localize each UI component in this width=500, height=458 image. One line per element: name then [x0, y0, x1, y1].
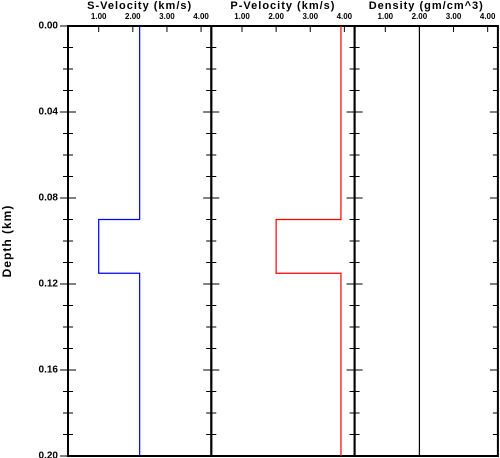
- x-tick-label: 3.00: [159, 12, 175, 21]
- y-tick-label: 0.12: [39, 279, 59, 290]
- y-tick-label: 0.04: [39, 107, 59, 118]
- x-tick-label: 3.00: [446, 12, 462, 21]
- profile-line: [275, 26, 342, 456]
- x-tick-label: 2.00: [125, 12, 141, 21]
- x-tick-label: 2.00: [268, 12, 284, 21]
- panel-title: P-Velocity (km/s): [230, 0, 335, 12]
- x-tick-label: 2.00: [412, 12, 428, 21]
- x-tick-label: 1.00: [91, 12, 107, 21]
- y-tick-label: 0.08: [39, 193, 59, 204]
- x-tick-label: 1.00: [378, 12, 394, 21]
- x-tick-label: 4.00: [480, 12, 496, 21]
- panel-title: S-Velocity (km/s): [87, 0, 192, 12]
- y-tick-label: 0.20: [39, 451, 59, 458]
- panel-frame: [210, 25, 356, 457]
- x-tick-label: 1.00: [234, 12, 250, 21]
- y-tick-label: 0.16: [39, 365, 59, 376]
- x-tick-label: 4.00: [193, 12, 209, 21]
- panel-frame: [353, 25, 499, 457]
- y-axis-label: Depth (km): [0, 205, 14, 278]
- panel-title: Density (gm/cm^3): [369, 0, 484, 12]
- y-tick-label: 0.00: [39, 21, 59, 32]
- x-tick-label: 3.00: [302, 12, 318, 21]
- x-tick-label: 4.00: [337, 12, 353, 21]
- profile-line: [98, 26, 141, 456]
